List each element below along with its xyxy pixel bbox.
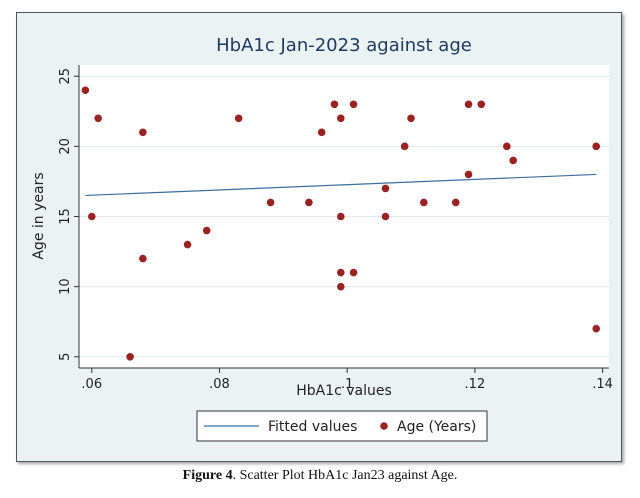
data-point (503, 142, 511, 151)
legend-label-fitted-values: Fitted values (268, 419, 357, 435)
data-point (420, 198, 428, 207)
caption-label: Figure 4 (182, 468, 233, 483)
data-point (464, 170, 473, 179)
legend-point-swatch (380, 422, 388, 430)
data-point (400, 142, 409, 151)
data-point (464, 100, 473, 109)
y-tick-label: 15 (58, 208, 73, 225)
data-point (451, 198, 460, 207)
y-tick-label: 5 (58, 353, 73, 361)
data-point (266, 198, 275, 207)
legend-label-age-years: Age (Years) (397, 419, 476, 435)
y-axis-label: Age in years (31, 172, 47, 259)
data-point (592, 142, 601, 151)
x-tick-label: .12 (465, 377, 486, 392)
x-tick-label: .06 (81, 377, 102, 392)
data-point (94, 114, 102, 123)
data-point (330, 100, 339, 109)
data-point (381, 212, 390, 221)
figure-caption: Figure 4. Scatter Plot HbA1c Jan23 again… (0, 468, 640, 484)
data-point (337, 282, 345, 291)
chart-marks (81, 86, 601, 361)
y-tick-label: 25 (58, 68, 73, 85)
x-axis: .06 .08 .1 .12 .14 (79, 367, 613, 392)
data-point (126, 352, 134, 361)
x-axis-label: HbA1c values (296, 383, 392, 399)
y-tick-label: 20 (58, 138, 73, 155)
data-point (139, 128, 147, 137)
x-tick-label: .14 (592, 377, 613, 392)
data-point (139, 254, 147, 263)
data-point (349, 268, 358, 277)
data-point (592, 324, 601, 333)
caption-text: . Scatter Plot HbA1c Jan23 against Age. (232, 468, 458, 483)
data-point (349, 100, 358, 109)
y-axis: 5 10 15 20 25 (58, 65, 80, 368)
data-point (407, 114, 415, 123)
data-point (509, 156, 518, 165)
data-point (337, 212, 345, 221)
figure-frame: .06 .08 .1 .12 .14 5 10 15 20 25 HbA1c Jan-2023 … (16, 12, 622, 462)
data-point (81, 86, 90, 95)
scatter-chart: .06 .08 .1 .12 .14 5 10 15 20 25 HbA1c Jan-2023 … (31, 35, 613, 442)
data-point (317, 128, 326, 137)
data-point (183, 240, 192, 249)
data-point (87, 212, 96, 221)
data-point (477, 100, 486, 109)
data-point (305, 198, 313, 207)
data-point (381, 184, 390, 193)
y-tick-label: 10 (58, 278, 73, 295)
fitted-line (85, 173, 597, 197)
data-point (202, 226, 211, 235)
x-tick-label: .1 (341, 377, 353, 392)
data-point (234, 114, 243, 123)
legend: Fitted values Age (Years) (196, 410, 488, 442)
data-point (337, 268, 345, 277)
x-tick-label: .08 (209, 377, 230, 392)
data-point (337, 114, 345, 123)
chart-title: HbA1c Jan-2023 against age (216, 35, 472, 56)
